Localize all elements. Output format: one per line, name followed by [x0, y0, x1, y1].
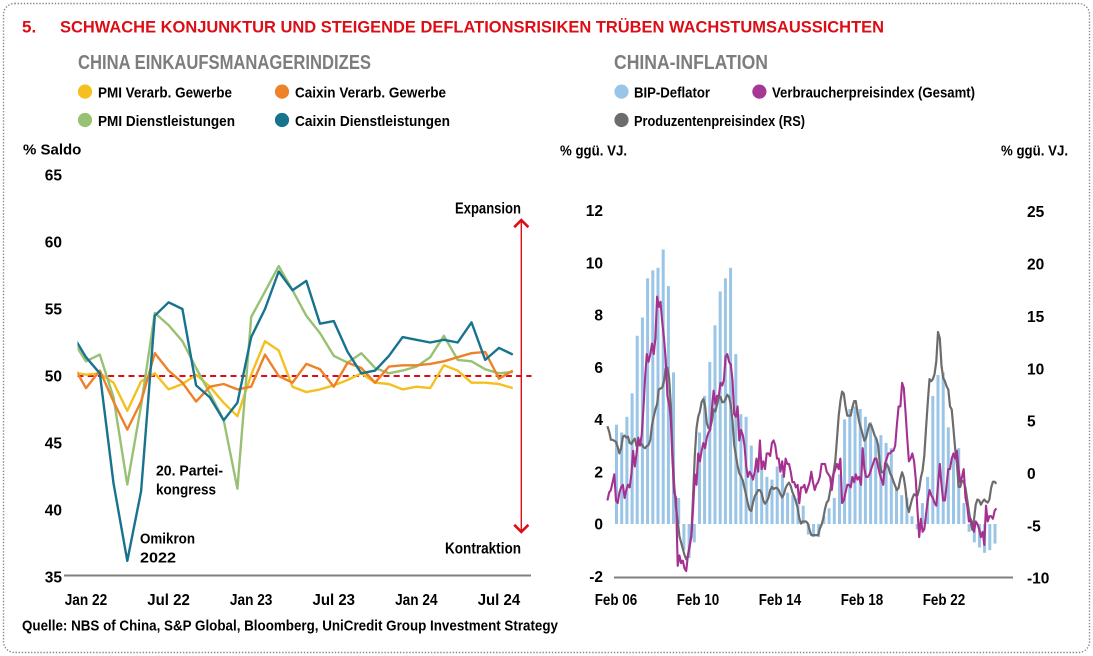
- svg-text:CHINA-INFLATION: CHINA-INFLATION: [614, 51, 768, 74]
- svg-text:Feb 10: Feb 10: [677, 592, 720, 609]
- svg-text:PMI Verarb. Gewerbe: PMI Verarb. Gewerbe: [98, 84, 232, 101]
- svg-text:35: 35: [45, 570, 63, 587]
- svg-text:CHINA EINKAUFSMANAGERINDIZES: CHINA EINKAUFSMANAGERINDIZES: [78, 51, 371, 74]
- svg-text:Caixin Dienstleistungen: Caixin Dienstleistungen: [295, 113, 450, 130]
- svg-text:% ggü. VJ.: % ggü. VJ.: [1001, 143, 1068, 160]
- svg-text:15: 15: [1027, 309, 1045, 326]
- svg-text:Caixin Verarb. Gewerbe: Caixin Verarb. Gewerbe: [295, 84, 446, 101]
- svg-text:-2: -2: [589, 569, 603, 586]
- svg-text:4: 4: [594, 412, 603, 429]
- svg-text:-5: -5: [1027, 518, 1041, 535]
- svg-text:0: 0: [594, 517, 603, 534]
- svg-text:Feb 14: Feb 14: [759, 592, 802, 609]
- svg-text:2022: 2022: [140, 551, 176, 567]
- svg-text:40: 40: [45, 503, 62, 520]
- svg-text:8: 8: [594, 308, 603, 325]
- svg-text:Verbraucherpreisindex (Gesamt): Verbraucherpreisindex (Gesamt): [772, 84, 975, 101]
- svg-text:0: 0: [1027, 466, 1036, 483]
- svg-text:5.: 5.: [22, 18, 36, 37]
- svg-text:45: 45: [45, 436, 63, 453]
- svg-text:6: 6: [594, 360, 603, 377]
- svg-text:Omikron: Omikron: [140, 532, 195, 548]
- svg-text:20. Partei-: 20. Partei-: [156, 464, 223, 480]
- svg-text:10: 10: [1027, 361, 1044, 378]
- svg-text:-10: -10: [1027, 571, 1049, 588]
- svg-text:Jul 22: Jul 22: [147, 592, 190, 609]
- svg-text:Jan 23: Jan 23: [230, 592, 273, 609]
- svg-text:20: 20: [1027, 257, 1044, 274]
- svg-text:Jul 24: Jul 24: [478, 592, 521, 609]
- svg-text:% Saldo: % Saldo: [23, 142, 81, 159]
- svg-text:5: 5: [1027, 414, 1036, 431]
- svg-text:Feb 22: Feb 22: [923, 592, 966, 609]
- svg-text:kongress: kongress: [156, 483, 216, 499]
- svg-text:10: 10: [586, 255, 603, 272]
- svg-text:55: 55: [45, 302, 63, 319]
- svg-text:BIP-Deflator: BIP-Deflator: [634, 84, 710, 101]
- svg-text:PMI Dienstleistungen: PMI Dienstleistungen: [98, 113, 235, 130]
- svg-text:65: 65: [45, 168, 63, 185]
- svg-text:60: 60: [45, 235, 62, 252]
- svg-text:12: 12: [586, 203, 603, 220]
- svg-text:Produzentenpreisindex (RS): Produzentenpreisindex (RS): [634, 113, 805, 130]
- svg-text:Feb 06: Feb 06: [595, 592, 638, 609]
- svg-text:Jan 24: Jan 24: [395, 592, 438, 609]
- svg-text:25: 25: [1027, 204, 1045, 221]
- svg-text:Jul 23: Jul 23: [313, 592, 356, 609]
- svg-text:Jan 22: Jan 22: [65, 592, 108, 609]
- svg-text:Feb 18: Feb 18: [841, 592, 884, 609]
- svg-text:% ggü. VJ.: % ggü. VJ.: [560, 143, 627, 160]
- svg-text:SCHWACHE KONJUNKTUR UND STEIGE: SCHWACHE KONJUNKTUR UND STEIGENDE DEFLAT…: [60, 18, 884, 37]
- svg-text:Quelle: NBS of China, S&P Glob: Quelle: NBS of China, S&P Global, Bloomb…: [22, 618, 559, 635]
- svg-text:2: 2: [594, 464, 603, 481]
- svg-text:Expansion: Expansion: [455, 201, 521, 218]
- svg-text:50: 50: [45, 369, 62, 386]
- svg-text:Kontraktion: Kontraktion: [445, 541, 521, 558]
